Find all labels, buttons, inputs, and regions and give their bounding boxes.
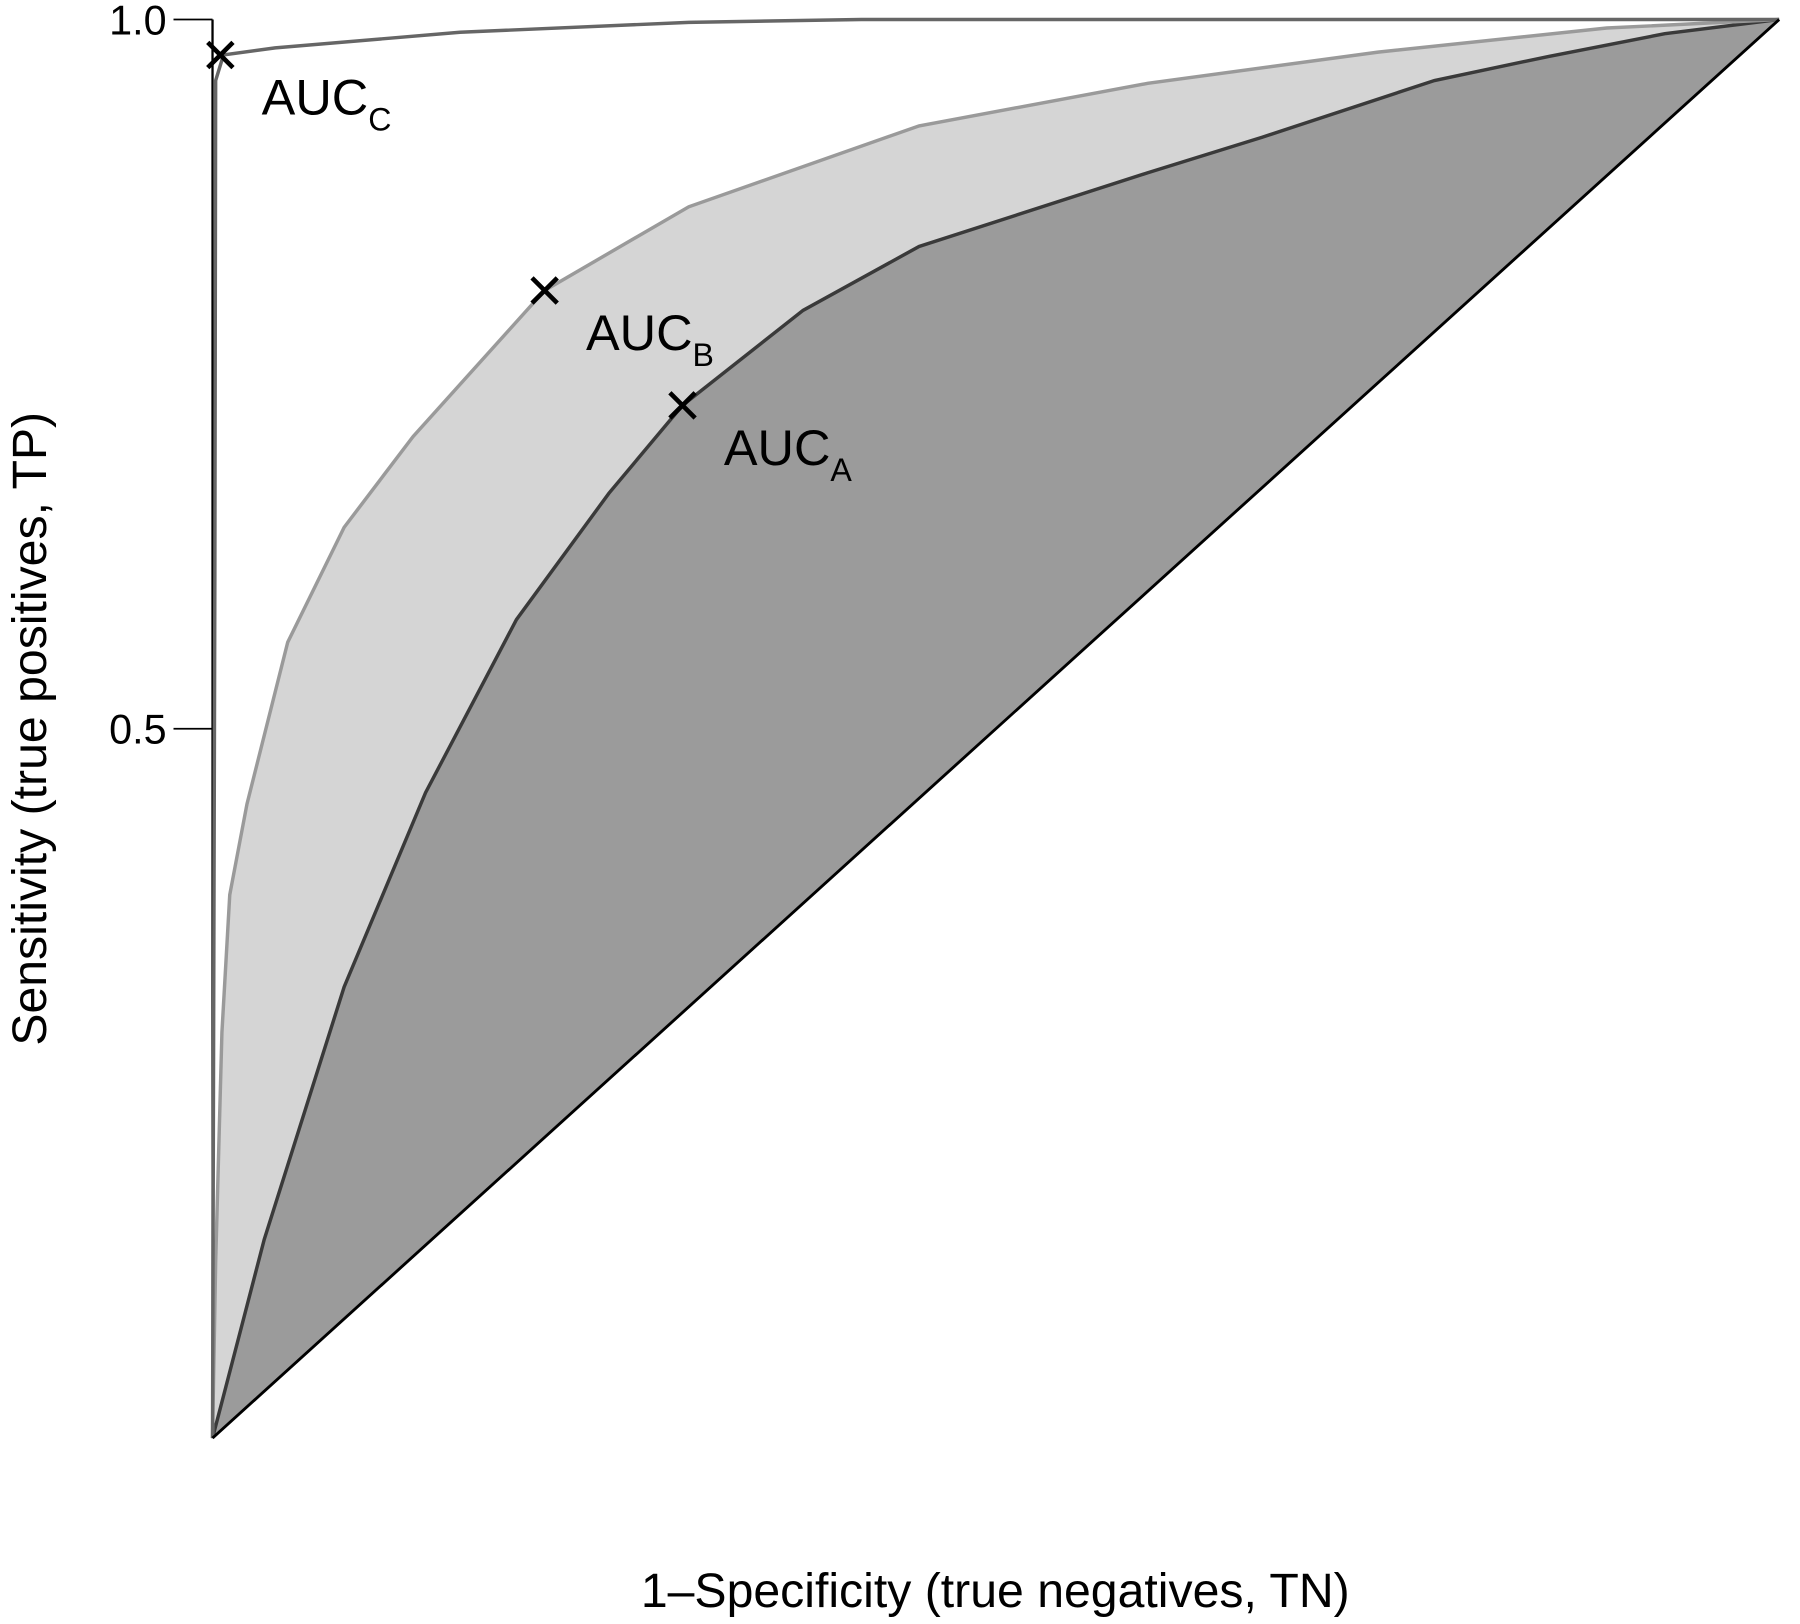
annotation-subscript: A bbox=[830, 452, 852, 488]
point-marker bbox=[530, 276, 559, 305]
y-axis-label: Sensitivity (true positives, TP) bbox=[3, 412, 57, 1046]
y-tick-label: 1.0 bbox=[109, 0, 166, 43]
roc-curve bbox=[210, 17, 1780, 1439]
roc-curve bbox=[211, 18, 1781, 1440]
annotation-text: AUC bbox=[586, 304, 693, 361]
point-marker bbox=[206, 40, 235, 70]
point-marker bbox=[668, 391, 697, 420]
annotation: AUCC bbox=[262, 69, 392, 138]
annotation-subscript: C bbox=[368, 102, 391, 138]
roc-curve bbox=[210, 17, 1780, 1439]
annotation-subscript: B bbox=[693, 337, 714, 373]
annotation-text: AUC bbox=[724, 419, 831, 476]
annotation: AUCA bbox=[724, 419, 853, 488]
annotation-text: AUC bbox=[262, 69, 369, 126]
roc-curve bbox=[210, 17, 1780, 1439]
y-tick-label: 0.5 bbox=[109, 707, 166, 753]
annotation: AUCB bbox=[586, 304, 714, 373]
x-axis-label: 1–Specificity (true negatives, TN) bbox=[641, 1564, 1350, 1618]
